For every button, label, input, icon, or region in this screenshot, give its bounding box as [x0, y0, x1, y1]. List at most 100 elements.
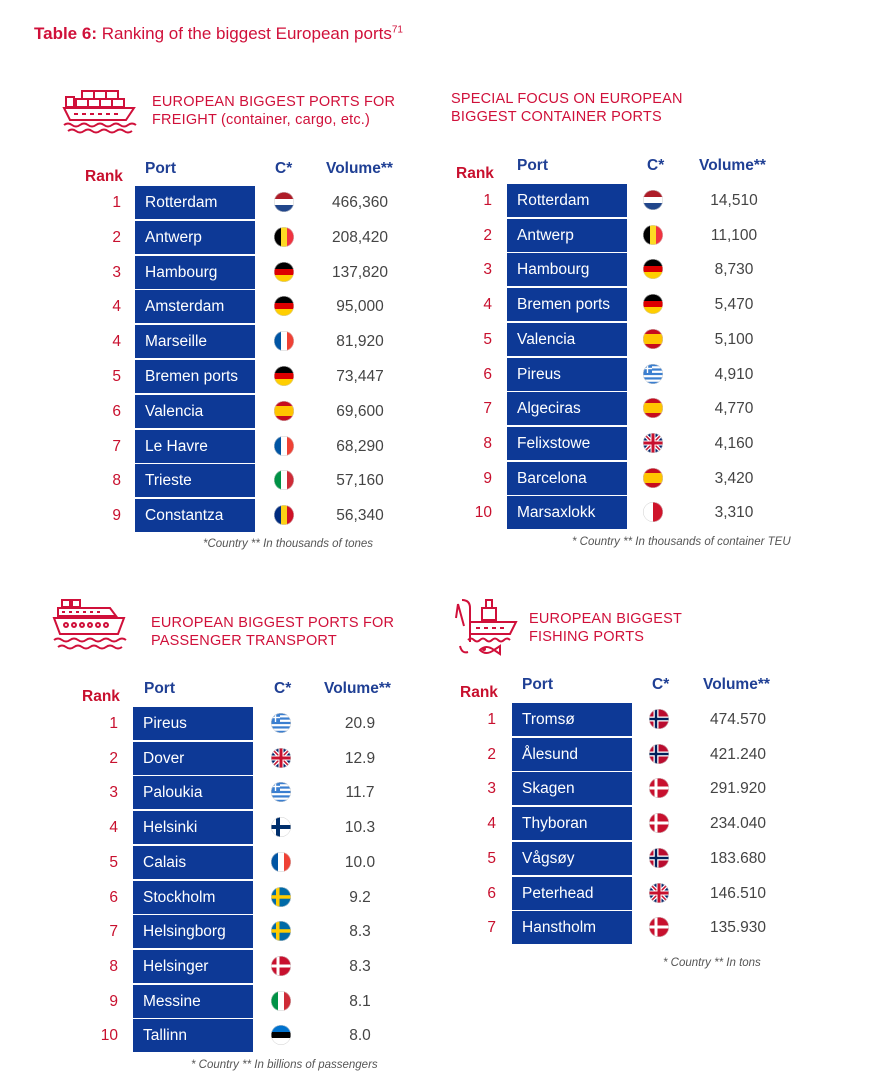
- section-heading: EUROPEAN BIGGEST FISHING PORTS: [529, 610, 682, 646]
- volume-cell: 421.240: [709, 745, 767, 763]
- port-cell: Tallinn: [133, 1019, 253, 1053]
- table-row: 6 Stockholm 9.2: [0, 880, 872, 914]
- volume-cell: 466,360: [331, 194, 389, 211]
- flag-dk-icon: [649, 917, 669, 938]
- volume-cell: 146.510: [709, 884, 767, 902]
- flag-se-icon: [271, 921, 291, 942]
- flag-dk-icon: [649, 778, 669, 799]
- port-cell: Felixstowe: [507, 426, 627, 460]
- table-row: 4 Bremen ports 5,470: [0, 288, 872, 322]
- table-row: 2 Antwerp 208,420: [0, 220, 872, 254]
- flag-es-icon: [643, 328, 663, 349]
- port-cell: Calais: [133, 845, 253, 879]
- flag-de-icon: [643, 259, 663, 280]
- port-cell: Thyboran: [512, 807, 632, 841]
- column-header-country: C*: [652, 676, 670, 693]
- flag-de-icon: [274, 296, 294, 317]
- table-row: 3 Paloukia 11.7: [0, 776, 872, 810]
- section-heading-line: SPECIAL FOCUS ON EUROPEAN: [451, 91, 683, 107]
- flag-be-icon: [274, 226, 294, 247]
- flag-gb-icon: [643, 432, 663, 453]
- table-row: 8 Felixstowe 4,160: [0, 426, 872, 460]
- column-header-rank: Rank: [456, 165, 494, 182]
- table-row: 10 Marsaxlokk 3,310: [0, 496, 872, 530]
- table-row: 4 Marseille 81,920: [0, 325, 872, 359]
- flag-gr-icon: [271, 713, 291, 733]
- column-header-port: Port: [517, 157, 548, 174]
- flag-fr-icon: [271, 851, 291, 872]
- volume-cell: 10.3: [344, 819, 376, 837]
- port-cell: Valencia: [135, 394, 255, 428]
- rank-cell: 5: [483, 330, 492, 348]
- cruise-ship-icon: [52, 598, 130, 657]
- port-cell: Amsterdam: [135, 290, 255, 324]
- volume-cell: 73,447: [336, 368, 384, 385]
- rank-cell: 1: [487, 711, 496, 728]
- volume-cell: 5,470: [714, 296, 754, 314]
- rank-cell: 4: [112, 298, 121, 316]
- rank-cell: 1: [112, 194, 121, 211]
- port-cell: Bremen ports: [135, 360, 255, 393]
- rank-cell: 6: [109, 888, 118, 906]
- table-row: 1 Tromsø 474.570: [0, 703, 872, 736]
- rank-cell: 9: [483, 469, 492, 487]
- port-cell: Tromsø: [512, 703, 632, 736]
- flag-ro-icon: [274, 505, 294, 526]
- volume-cell: 14,510: [710, 192, 758, 209]
- port-cell: Trieste: [135, 464, 255, 498]
- rank-cell: 2: [483, 226, 492, 244]
- flag-fr-icon: [274, 435, 294, 456]
- column-header-rank: Rank: [82, 688, 120, 705]
- rank-cell: 10: [474, 504, 492, 522]
- column-header-country: C*: [275, 160, 293, 177]
- volume-cell: 8.3: [349, 957, 371, 975]
- port-cell: Le Havre: [135, 429, 255, 463]
- volume-cell: 4,910: [714, 365, 754, 383]
- flag-fr-icon: [274, 331, 294, 352]
- section-heading: EUROPEAN BIGGEST PORTS FOR FREIGHT (conta…: [152, 93, 395, 129]
- volume-cell: 8.1: [349, 992, 371, 1010]
- port-cell: Marsaxlokk: [507, 496, 627, 530]
- rank-cell: 9: [112, 507, 121, 525]
- flag-gr-icon: [643, 363, 663, 384]
- table-row: 4 Helsinki 10.3: [0, 811, 872, 845]
- volume-cell: 69,600: [336, 402, 384, 420]
- port-cell: Rotterdam: [507, 184, 627, 217]
- column-header-country: C*: [647, 157, 665, 174]
- flag-es-icon: [643, 467, 663, 488]
- section-heading-line: EUROPEAN BIGGEST PORTS FOR: [151, 615, 395, 631]
- volume-cell: 234.040: [709, 815, 767, 833]
- rank-cell: 2: [112, 228, 121, 246]
- section-heading-line: FISHING PORTS: [529, 629, 645, 645]
- flag-es-icon: [643, 398, 663, 419]
- section-heading-line: PASSENGER TRANSPORT: [151, 633, 337, 649]
- volume-cell: 8,730: [714, 261, 754, 279]
- table-row: 3 Hambourg 8,730: [0, 253, 872, 287]
- rank-cell: 2: [487, 745, 496, 763]
- rank-cell: 3: [487, 780, 496, 798]
- rank-cell: 7: [112, 437, 121, 455]
- rank-cell: 4: [487, 815, 496, 833]
- column-header-volume: Volume**: [699, 157, 766, 174]
- table-row: 1 Rotterdam 466,360: [0, 186, 872, 219]
- flag-no-icon: [649, 709, 669, 729]
- port-cell: Hanstholm: [512, 911, 632, 945]
- footnote: *Country ** In thousands of tones: [203, 538, 374, 550]
- volume-cell: 183.680: [709, 849, 767, 867]
- volume-cell: 95,000: [336, 298, 384, 316]
- flag-nl-icon: [274, 192, 294, 212]
- volume-cell: 291.920: [709, 780, 767, 798]
- volume-cell: 12.9: [344, 749, 376, 767]
- volume-cell: 208,420: [331, 228, 389, 246]
- section-heading: EUROPEAN BIGGEST PORTS FOR PASSENGER TRAN…: [151, 614, 394, 650]
- section-heading-line: FREIGHT (container, cargo, etc.): [152, 112, 371, 128]
- flag-es-icon: [274, 400, 294, 421]
- table-row: 1 Rotterdam 14,510: [0, 184, 872, 217]
- rank-cell: 5: [112, 368, 121, 385]
- port-cell: Barcelona: [507, 461, 627, 495]
- table-row: 2 Ålesund 421.240: [0, 737, 872, 771]
- column-header-port: Port: [145, 160, 176, 177]
- rank-cell: 2: [109, 749, 118, 767]
- flag-ee-icon: [271, 1025, 291, 1046]
- flag-dk-icon: [649, 813, 669, 834]
